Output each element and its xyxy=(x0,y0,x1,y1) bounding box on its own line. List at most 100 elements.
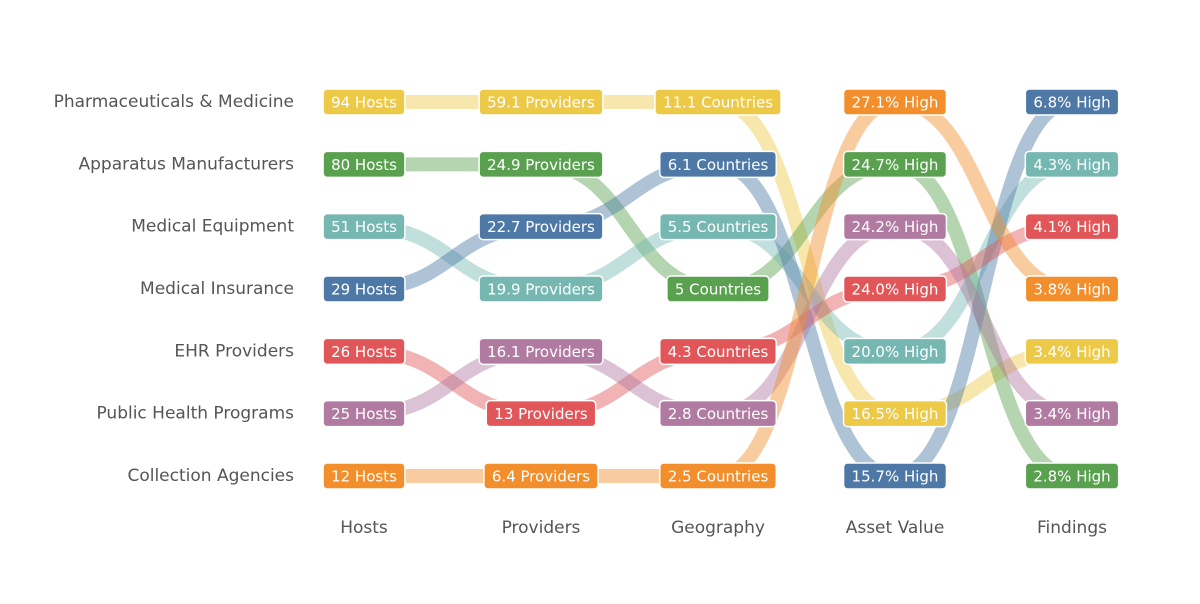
value-box: 11.1 Countries xyxy=(654,88,782,116)
value-label: 51 Hosts xyxy=(331,218,397,236)
value-box-bg xyxy=(478,275,604,303)
value-label: 2.5 Countries xyxy=(668,467,769,485)
value-box: 3.4% High xyxy=(1024,337,1120,366)
value-box: 16.1 Providers xyxy=(478,337,604,366)
value-box-bg xyxy=(478,212,604,241)
value-box-bg xyxy=(842,337,948,366)
value-label: 24.2% High xyxy=(852,218,939,236)
value-box-bg xyxy=(1024,337,1120,366)
row-label: Collection Agencies xyxy=(127,466,294,486)
value-box-bg xyxy=(1024,399,1120,428)
value-label: 59.1 Providers xyxy=(487,94,595,112)
value-label: 22.7 Providers xyxy=(487,218,595,236)
column-label: Geography xyxy=(671,518,765,538)
value-box-bg xyxy=(658,462,778,490)
value-label: 20.0% High xyxy=(852,343,939,361)
value-box-bg xyxy=(478,88,604,116)
value-label: 80 Hosts xyxy=(331,156,397,174)
column-label: Hosts xyxy=(340,518,388,538)
value-box: 26 Hosts xyxy=(322,337,406,366)
value-box-bg xyxy=(658,150,778,179)
value-label: 3.4% High xyxy=(1033,343,1110,361)
value-box-bg xyxy=(483,462,599,490)
value-label: 16.5% High xyxy=(852,405,939,423)
value-box: 29 Hosts xyxy=(322,275,406,303)
value-box-bg xyxy=(842,275,948,303)
row-label: Apparatus Manufacturers xyxy=(79,154,295,174)
value-box: 27.1% High xyxy=(842,88,948,116)
value-box: 3.8% High xyxy=(1024,275,1120,303)
value-box: 5 Countries xyxy=(666,275,770,303)
value-label: 24.7% High xyxy=(852,156,939,174)
value-box-bg xyxy=(322,399,406,428)
series-band xyxy=(364,157,1073,483)
value-box: 6.1 Countries xyxy=(658,150,778,179)
value-box-bg xyxy=(1024,88,1120,116)
column-label: Providers xyxy=(502,518,581,538)
value-box-bg xyxy=(654,88,782,116)
value-box: 59.1 Providers xyxy=(478,88,604,116)
value-box-bg xyxy=(1024,212,1120,241)
value-box: 6.8% High xyxy=(1024,88,1120,116)
row-label: Medical Insurance xyxy=(140,279,294,299)
value-box: 2.8 Countries xyxy=(658,399,778,428)
row-label: Public Health Programs xyxy=(96,404,294,424)
value-box: 13 Providers xyxy=(485,399,597,428)
value-box: 24.2% High xyxy=(842,212,948,241)
value-label: 4.1% High xyxy=(1033,218,1110,236)
value-box-bg xyxy=(842,462,948,490)
value-label: 27.1% High xyxy=(852,94,939,112)
value-label: 29 Hosts xyxy=(331,280,397,298)
value-label: 26 Hosts xyxy=(331,343,397,361)
value-label: 16.1 Providers xyxy=(487,343,595,361)
value-label: 2.8 Countries xyxy=(668,405,769,423)
value-box: 24.7% High xyxy=(842,150,948,179)
value-box-bg xyxy=(658,337,778,366)
value-box-bg xyxy=(322,150,406,179)
value-label: 6.8% High xyxy=(1033,94,1110,112)
value-box-bg xyxy=(666,275,770,303)
value-box: 25 Hosts xyxy=(322,399,406,428)
value-label: 3.8% High xyxy=(1033,280,1110,298)
value-box-bg xyxy=(485,399,597,428)
value-label: 4.3% High xyxy=(1033,156,1110,174)
value-box: 20.0% High xyxy=(842,337,948,366)
value-box: 4.1% High xyxy=(1024,212,1120,241)
value-box: 6.4 Providers xyxy=(483,462,599,490)
value-box-bg xyxy=(322,462,406,490)
value-box-bg xyxy=(322,275,406,303)
value-label: 5 Countries xyxy=(675,280,761,298)
value-label: 24.0% High xyxy=(852,280,939,298)
value-box-bg xyxy=(322,337,406,366)
value-box: 2.5 Countries xyxy=(658,462,778,490)
value-box-bg xyxy=(478,150,604,179)
value-box: 19.9 Providers xyxy=(478,275,604,303)
value-box: 3.4% High xyxy=(1024,399,1120,428)
value-box-bg xyxy=(658,212,778,241)
value-box-bg xyxy=(322,212,406,241)
value-box: 5.5 Countries xyxy=(658,212,778,241)
value-box-bg xyxy=(1024,462,1120,490)
column-label: Asset Value xyxy=(846,518,945,538)
row-label: Pharmaceuticals & Medicine xyxy=(54,92,294,112)
value-box-bg xyxy=(322,88,406,116)
value-label: 13 Providers xyxy=(494,405,588,423)
value-label: 12 Hosts xyxy=(331,467,397,485)
value-box: 12 Hosts xyxy=(322,462,406,490)
value-label: 25 Hosts xyxy=(331,405,397,423)
value-box-bg xyxy=(1024,150,1120,179)
value-label: 5.5 Countries xyxy=(668,218,769,236)
value-label: 6.4 Providers xyxy=(492,467,590,485)
value-box: 24.0% High xyxy=(842,275,948,303)
value-box: 94 Hosts xyxy=(322,88,406,116)
value-box-bg xyxy=(658,399,778,428)
value-box: 22.7 Providers xyxy=(478,212,604,241)
value-box: 16.5% High xyxy=(842,399,948,428)
column-label: Findings xyxy=(1037,518,1107,538)
value-label: 19.9 Providers xyxy=(487,280,595,298)
value-label: 24.9 Providers xyxy=(487,156,595,174)
value-label: 11.1 Countries xyxy=(663,94,773,112)
value-box-bg xyxy=(1024,275,1120,303)
